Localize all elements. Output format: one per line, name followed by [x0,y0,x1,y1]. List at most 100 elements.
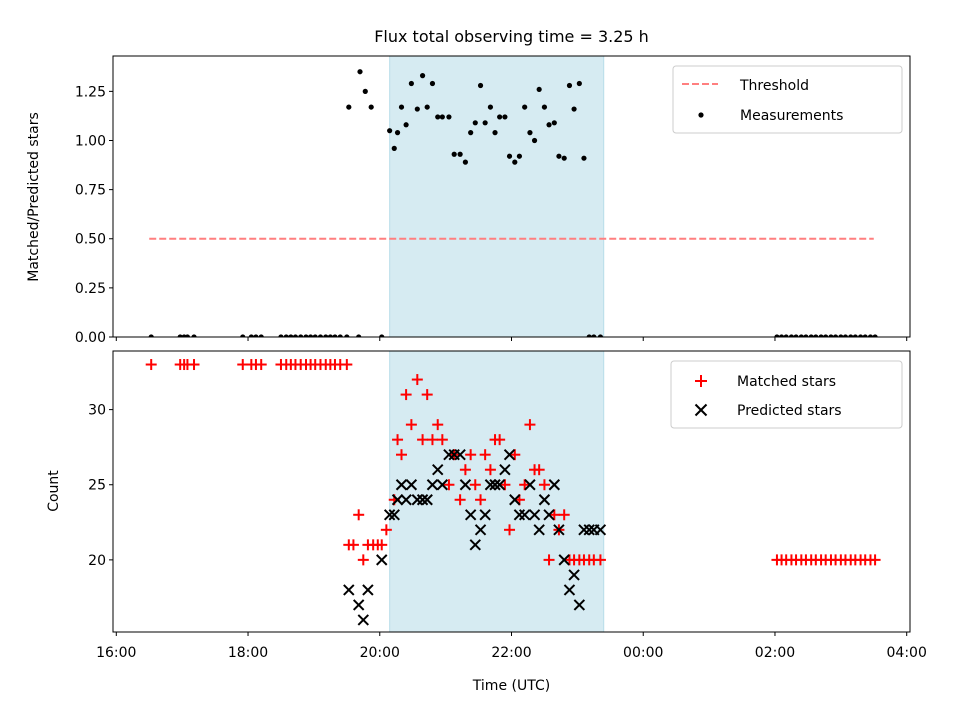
measurement-point [439,114,445,120]
predicted-star-point [400,494,412,506]
matched-star-point [869,554,881,566]
predicted-star-point [436,479,449,491]
measurement-point [414,106,420,112]
measurement-point [487,104,494,110]
measurement-point [468,130,474,136]
predicted-star-point [479,509,491,521]
measurement-point [419,73,426,79]
measurement-point [184,334,191,337]
predicted-star-point [484,479,497,491]
measurement-point [531,137,538,144]
matched-star-point [504,524,516,536]
legend-predicted-label: Predicted stars [737,403,842,419]
measurement-point [387,128,393,134]
measurement-point [576,80,582,87]
matched-star-point [255,359,267,371]
matched-star-point [392,434,404,446]
matched-star-point [411,374,423,386]
measurement-point [317,334,324,337]
predicted-star-point [388,509,400,521]
predicted-star-point [543,509,555,521]
measurement-point [332,334,338,337]
x-tick-label: 00:00 [623,645,663,661]
predicted-star-point [395,479,408,491]
predicted-star-point [558,554,570,566]
predicted-star-point [362,584,374,596]
measurement-point [516,153,523,159]
legend-threshold-label: Threshold [739,78,809,94]
measurement-point [429,80,436,87]
predicted-star-point [528,509,541,521]
measurement-point [308,334,314,337]
bottom-legend: Matched stars Predicted stars [670,360,903,429]
measurement-point [323,334,329,337]
measurement-point [778,334,785,337]
matched-star-point [357,554,369,566]
matched-star-point [188,359,200,371]
matched-star-point [538,479,550,491]
matched-star-point [465,449,477,461]
measurement-point [536,86,542,93]
predicted-star-point [563,584,576,596]
matched-star-point [376,539,388,551]
matched-star-point [469,479,481,491]
measurement-point [566,82,573,89]
y-tick-label: 0.25 [75,281,106,297]
predicted-star-point [383,509,396,521]
matched-star-point [454,494,466,506]
measurement-point [462,159,468,165]
top-legend: Threshold Measurements [672,65,903,134]
predicted-star-point [583,524,595,536]
predicted-star-point [376,554,388,566]
matched-star-point [519,479,531,491]
measurement-point [327,334,333,337]
predicted-star-point [568,569,580,581]
measurement-point [848,334,854,337]
measurement-point [424,104,430,110]
predicted-star-point [454,448,466,461]
measurement-point [362,88,368,94]
matched-star-point [443,479,455,491]
measurement-point [288,334,294,337]
legend-matched-label: Matched stars [737,374,836,390]
predicted-star-point [469,539,481,551]
x-tick-label: 18:00 [228,645,268,661]
x-tick-label: 16:00 [96,645,136,661]
measurement-point [783,334,789,337]
measurement-point [391,145,397,151]
matched-star-point [509,449,521,461]
predicted-star-point [503,448,516,461]
matched-star-point [548,509,560,521]
bottom-legend-box [670,360,903,429]
measurement-point [512,159,518,165]
measurement-point [497,114,503,120]
measurement-point [803,334,809,337]
predicted-star-point [533,524,545,536]
matched-star-point [475,494,487,506]
measurement-point [258,334,264,337]
measurement-point [312,334,318,337]
measurement-point [451,151,457,157]
x-tick-label: 02:00 [755,645,795,661]
measurement-point [832,334,839,337]
measurement-point [774,334,780,337]
predicted-star-point [343,584,355,596]
measurement-point [298,334,304,337]
predicted-star-point [548,479,561,491]
measurement-point [857,334,864,337]
measurement-point [828,334,834,337]
predicted-star-point [489,479,501,491]
predicted-star-point [405,479,418,491]
matched-star-point [479,449,491,461]
measurement-point [788,334,795,337]
top-observing-span [389,55,605,338]
measurement-point [368,104,374,110]
measurement-point [556,153,562,159]
measurement-point [457,151,463,157]
x-axis-label: Time (UTC) [472,678,550,694]
matched-star-point [421,389,433,401]
predicted-star-point [553,524,565,536]
matched-star-point [594,554,606,566]
predicted-star-point [518,509,531,521]
measurement-point [482,120,488,126]
